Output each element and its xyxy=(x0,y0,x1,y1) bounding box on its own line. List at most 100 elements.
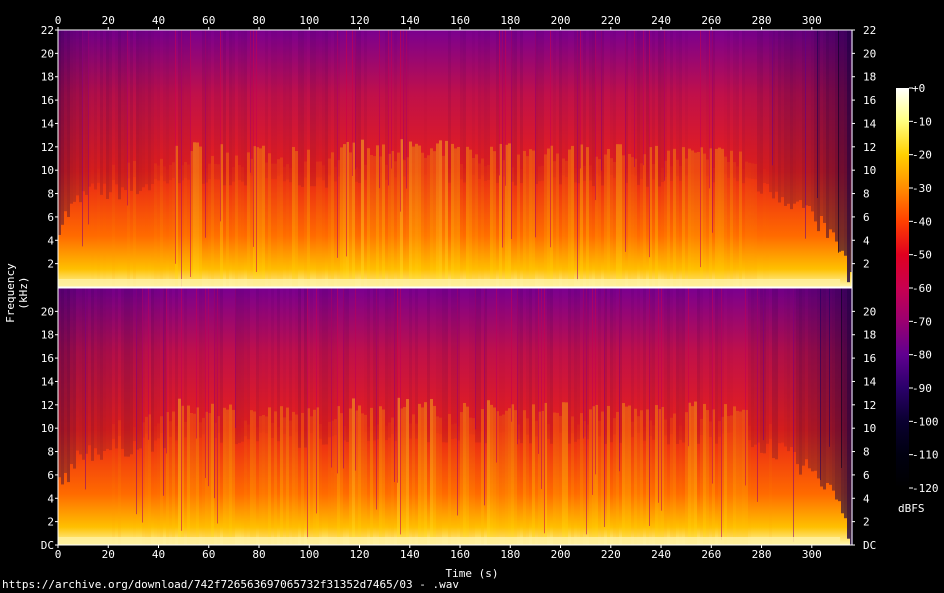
spectrogram-column-bright xyxy=(316,407,319,545)
spectrogram-transient xyxy=(397,288,398,483)
spectrogram-column-bright xyxy=(742,169,745,287)
spectrogram-column-bright xyxy=(454,148,457,287)
spectrogram-column xyxy=(712,30,715,183)
spectrogram-column-bright xyxy=(427,428,430,545)
spectrogram-transient xyxy=(355,30,356,170)
spectrogram-column-bright xyxy=(466,406,469,545)
spectrogram-column xyxy=(322,30,325,181)
spectrogram-column xyxy=(415,288,418,439)
spectrogram-transient xyxy=(403,30,404,160)
spectrogram-column-bright xyxy=(292,411,295,545)
y-tick-label-right: 20 xyxy=(863,47,876,60)
spectrogram-column-bright xyxy=(661,167,664,287)
spectrogram-column-bright xyxy=(190,151,193,287)
x-tick-label-bottom: 100 xyxy=(299,548,319,561)
spectrogram-column-bright xyxy=(625,168,628,287)
y-tick-label-right: DC xyxy=(863,539,876,552)
x-tick-label-top: 120 xyxy=(350,14,370,27)
spectrogram-column xyxy=(94,288,97,449)
spectrogram-column-bright xyxy=(436,416,439,545)
spectrogram-column-bright xyxy=(529,149,532,287)
x-tick-label-bottom: 0 xyxy=(55,548,62,561)
colorbar-tick-label: -80 xyxy=(912,349,932,362)
spectrogram-column-bright xyxy=(550,145,553,287)
spectrogram-column-bright xyxy=(172,411,175,545)
spectrogram-transient xyxy=(205,30,206,238)
spectrogram-column xyxy=(394,30,397,178)
spectrogram-column-bright xyxy=(499,143,502,287)
spectrogram-column-bright xyxy=(238,165,241,287)
spectrogram-column xyxy=(799,30,802,201)
x-tick-label-top: 100 xyxy=(299,14,319,27)
spectrogram-column-bright xyxy=(307,408,310,545)
spectrogram-column-bright xyxy=(541,165,544,287)
spectrogram-column xyxy=(754,30,757,180)
spectrogram-column xyxy=(208,30,211,180)
spectrogram-column-bright xyxy=(739,411,742,545)
panel-frame xyxy=(57,287,853,546)
spectrogram-column xyxy=(172,30,175,179)
spectrogram-column-bright xyxy=(445,140,448,287)
spectrogram-column xyxy=(679,30,682,181)
spectrogram-column-bright xyxy=(745,161,748,287)
spectrogram-column xyxy=(136,30,139,195)
spectrogram-column-bright xyxy=(511,404,514,545)
spectrogram-column xyxy=(751,288,754,448)
spectrogram-column-bright xyxy=(217,164,220,287)
spectrogram-transient xyxy=(181,30,182,287)
spectrogram-column xyxy=(820,288,823,487)
spectrogram-column-bright xyxy=(394,426,397,545)
spectrogram-column xyxy=(127,30,130,179)
spectrogram-column-bright xyxy=(595,156,598,287)
spectrogram-column xyxy=(76,288,79,451)
spectrogram-column-bright xyxy=(358,405,361,545)
spectrogram-transient xyxy=(250,30,251,173)
spectrogram-column-bright xyxy=(748,425,751,545)
spectrogram-column xyxy=(388,288,391,438)
spectrogram-column-bright xyxy=(712,167,715,287)
spectrogram-column-bright xyxy=(571,145,574,287)
spectrogram-column xyxy=(304,288,307,448)
spectrogram-column xyxy=(148,30,151,191)
spectrogram-column-bright xyxy=(328,421,331,545)
spectrogram-column xyxy=(154,288,157,441)
spectrogram-column-bright xyxy=(694,401,697,545)
spectrogram-column-bright xyxy=(151,170,154,287)
spectrogram-column-bright xyxy=(412,414,415,545)
spectrogram-column xyxy=(364,30,367,180)
spectrogram-column xyxy=(283,30,286,182)
spectrogram-column xyxy=(424,30,427,175)
spectrogram-column-bright xyxy=(619,144,622,287)
spectrogram-column-bright xyxy=(439,417,442,545)
spectrogram-column xyxy=(469,288,472,434)
spectrogram-column-bright xyxy=(574,428,577,545)
spectrogram-column-bright xyxy=(418,145,421,287)
spectrogram-column xyxy=(124,288,127,457)
spectrogram-column-bright xyxy=(202,170,205,287)
y-tick-label-left: 14 xyxy=(41,117,55,130)
spectrogram-column xyxy=(262,288,265,432)
spectrogram-transient xyxy=(394,288,395,483)
spectrogram-transient xyxy=(535,30,536,238)
spectrogram-column-bright xyxy=(403,160,406,287)
spectrogram-column-bright xyxy=(580,413,583,545)
spectrogram-column-bright xyxy=(583,421,586,545)
axes: 0 0 20 20 40 40 60 60 80 80 100 100 120 120 140 140 160 1… xyxy=(41,14,877,561)
y-tick-label-left: 2 xyxy=(47,516,54,529)
spectrogram-column xyxy=(100,288,103,460)
spectrogram-column-bright xyxy=(391,151,394,287)
spectrogram-transient xyxy=(643,30,644,166)
spectrogram-transient xyxy=(316,288,317,514)
spectrogram-column xyxy=(115,30,118,185)
y-tick-label-right: 14 xyxy=(863,375,877,388)
spectrogram-column-bright xyxy=(145,416,148,545)
spectrogram-column xyxy=(88,288,91,446)
spectrogram-column xyxy=(142,288,145,438)
spectrogram-column-bright xyxy=(559,171,562,287)
spectrogram-column-bright xyxy=(394,161,397,287)
spectrogram-column-bright xyxy=(118,420,121,545)
spectrogram-column xyxy=(496,30,499,183)
y-tick-label-right: 8 xyxy=(863,446,870,459)
spectrogram-column xyxy=(223,30,226,186)
spectrogram-transient xyxy=(136,288,137,515)
